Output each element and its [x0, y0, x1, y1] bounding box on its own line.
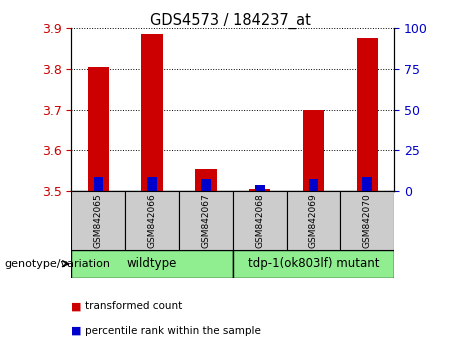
Bar: [233, 191, 287, 250]
Text: GSM842065: GSM842065: [94, 193, 103, 248]
Bar: [356, 39, 378, 191]
Text: GSM842067: GSM842067: [201, 193, 210, 248]
Bar: [71, 191, 125, 250]
Bar: [142, 34, 163, 191]
Text: percentile rank within the sample: percentile rank within the sample: [85, 326, 261, 336]
Text: GSM842070: GSM842070: [363, 193, 372, 248]
Text: GSM842066: GSM842066: [148, 193, 157, 248]
Bar: [148, 177, 157, 191]
Bar: [340, 191, 394, 250]
Bar: [195, 169, 217, 191]
Text: GSM842069: GSM842069: [309, 193, 318, 248]
Bar: [201, 179, 211, 191]
Text: wildtype: wildtype: [127, 257, 177, 270]
Bar: [94, 177, 103, 191]
Bar: [362, 177, 372, 191]
Text: transformed count: transformed count: [85, 301, 183, 311]
Bar: [255, 185, 265, 191]
Bar: [303, 110, 324, 191]
Bar: [287, 191, 340, 250]
Bar: [71, 250, 233, 278]
Text: tdp-1(ok803lf) mutant: tdp-1(ok803lf) mutant: [248, 257, 379, 270]
Text: GDS4573 / 184237_at: GDS4573 / 184237_at: [150, 12, 311, 29]
Bar: [309, 179, 318, 191]
Text: ■: ■: [71, 301, 82, 311]
Bar: [249, 189, 271, 191]
Bar: [125, 191, 179, 250]
Text: genotype/variation: genotype/variation: [5, 259, 111, 269]
Text: ■: ■: [71, 326, 82, 336]
Bar: [88, 67, 109, 191]
Bar: [233, 250, 394, 278]
Bar: [179, 191, 233, 250]
Text: GSM842068: GSM842068: [255, 193, 264, 248]
